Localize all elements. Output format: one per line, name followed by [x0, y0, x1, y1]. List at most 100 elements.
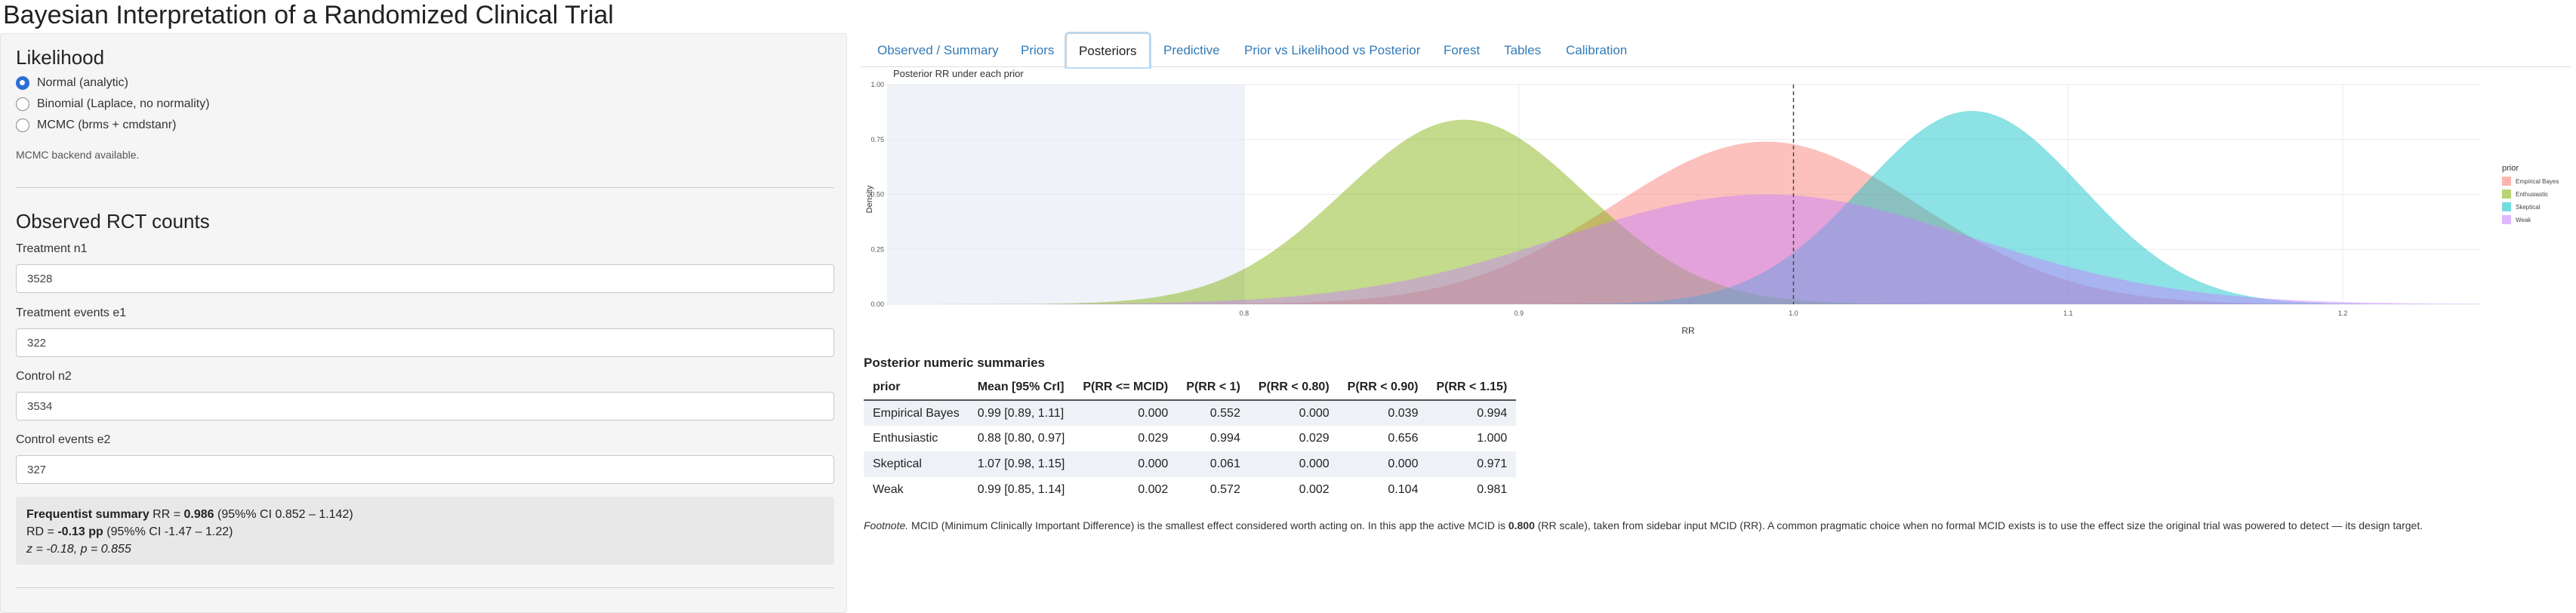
freq-rd-prefix: RD = — [26, 525, 58, 538]
freq-z-line: z = -0.18, p = 0.855 — [26, 543, 131, 556]
treatment-n1-label: Treatment n1 — [16, 242, 88, 255]
footnote-label: Footnote. — [864, 519, 909, 531]
footnote-text-a: MCID (Minimum Clinically Important Diffe… — [908, 519, 1508, 531]
tab-observed-summary[interactable]: Observed / Summary — [877, 43, 999, 57]
treatment-events-input[interactable]: 322 — [16, 328, 834, 357]
col-header: P(RR <= MCID) — [1074, 375, 1178, 401]
table-cell: 0.061 — [1177, 451, 1249, 477]
treatment-n1-input[interactable]: 3528 — [16, 264, 834, 293]
col-header: P(RR < 0.90) — [1338, 375, 1428, 401]
control-events-label: Control events e2 — [16, 433, 111, 446]
legend-title: prior — [2502, 164, 2519, 173]
likelihood-heading: Likelihood — [16, 46, 105, 69]
counts-heading: Observed RCT counts — [16, 210, 210, 233]
frequentist-summary-box: Frequentist summary RR = 0.986 (95%% CI … — [16, 497, 834, 565]
tab-predictive[interactable]: Predictive — [1163, 43, 1220, 57]
y-tick-label: 0.75 — [870, 136, 884, 143]
legend-label: Skeptical — [2516, 204, 2541, 211]
legend-swatch — [2502, 215, 2511, 224]
x-axis-title: RR — [1681, 325, 1695, 336]
table-cell: 0.000 — [1074, 400, 1178, 426]
table-cell: 1.000 — [1477, 432, 1508, 445]
density-area-weak — [887, 194, 2480, 304]
table-cell: 1.07 [0.98, 1.15] — [968, 451, 1074, 477]
table-cell: 0.029 — [1138, 432, 1169, 445]
freq-rd-value: -0.13 pp — [57, 525, 103, 538]
y-tick-label: 0.25 — [870, 245, 884, 253]
table-cell: 0.994 — [1209, 432, 1240, 445]
table-cell: 0.552 — [1177, 400, 1249, 426]
y-tick-label: 0.00 — [870, 300, 884, 308]
freq-rr-line: Frequentist summary RR = 0.986 (95%% CI … — [26, 506, 824, 523]
control-n2-input[interactable]: 3534 — [16, 392, 834, 420]
y-axis-title: Density — [865, 185, 874, 213]
freq-rr-value: 0.986 — [183, 508, 214, 521]
tab-tables[interactable]: Tables — [1504, 43, 1542, 57]
density-area-skeptical — [887, 110, 2480, 304]
footnote-mcid-value: 0.800 — [1508, 519, 1535, 531]
radio-label: Binomial (Laplace, no normality) — [37, 97, 210, 110]
x-tick-label: 1.1 — [2063, 310, 2073, 317]
freq-rd-ci: (95%% CI -1.47 – 1.22) — [106, 525, 233, 538]
radio-normal-analytic[interactable]: Normal (analytic) — [16, 73, 128, 93]
radio-button[interactable] — [16, 97, 29, 111]
density-area-empirical-bayes — [887, 141, 2480, 304]
tab-priors[interactable]: Priors — [1021, 43, 1055, 57]
mcid-shaded-region — [887, 85, 1244, 304]
table-cell: 0.000 — [1249, 400, 1339, 426]
posterior-density-svg: 0.8 0.9 1.0 1.1 1.2 0.00 0.25 0.50 0.75 1.00 Post… — [865, 68, 2559, 336]
freq-rd-line: RD = -0.13 pp (95%% CI -1.47 – 1.22) — [26, 523, 824, 541]
divider — [16, 187, 834, 188]
radio-button-selected[interactable] — [16, 76, 29, 90]
freq-rr-prefix: RR = — [153, 508, 184, 521]
legend-swatch — [2502, 189, 2511, 199]
density-area-enthusiastic — [887, 119, 2480, 304]
table-row: Enthusiastic 0.88 [0.80, 0.97] 0.029 0.9… — [864, 426, 1516, 451]
table-cell: Enthusiastic — [873, 432, 938, 445]
control-n2-label: Control n2 — [16, 370, 72, 383]
col-header: P(RR < 1.15) — [1427, 375, 1517, 401]
radio-button[interactable] — [16, 119, 29, 132]
table-cell: 0.971 — [1427, 451, 1517, 477]
radio-label: MCMC (brms + cmdstanr) — [37, 119, 177, 131]
col-header: P(RR < 1) — [1177, 375, 1249, 401]
legend-label: Enthusiastic — [2516, 191, 2548, 198]
page-title: Bayesian Interpretation of a Randomized … — [3, 1, 614, 29]
table-row: Skeptical 1.07 [0.98, 1.15] 0.000 0.061 … — [864, 451, 1517, 477]
table-row: Empirical Bayes 0.99 [0.89, 1.11] 0.000 … — [864, 400, 1517, 426]
tab-forest[interactable]: Forest — [1444, 43, 1481, 57]
posterior-summary-table: prior Mean [95% CrI] P(RR <= MCID) P(RR … — [864, 375, 1517, 503]
x-tick-label: 1.2 — [2338, 310, 2348, 317]
posterior-density-plot: 0.8 0.9 1.0 1.1 1.2 0.00 0.25 0.50 0.75 1.00 Post… — [861, 68, 2574, 340]
table-cell: 0.000 — [1249, 451, 1339, 477]
legend-swatch — [2502, 177, 2511, 186]
table-cell: 0.029 — [1299, 432, 1330, 445]
x-tick-label: 1.0 — [1789, 310, 1798, 317]
chart-legend: prior Empirical Bayes Enthusiastic Skeptica… — [2502, 164, 2559, 224]
radio-mcmc[interactable]: MCMC (brms + cmdstanr) — [16, 116, 176, 135]
chart-title: Posterior RR under each prior — [893, 68, 1024, 79]
table-cell: 0.994 — [1427, 400, 1517, 426]
treatment-events-label: Treatment events e1 — [16, 306, 127, 319]
legend-swatch — [2502, 202, 2511, 211]
table-cell: Skeptical — [864, 451, 969, 477]
radio-binomial-laplace[interactable]: Binomial (Laplace, no normality) — [16, 94, 210, 114]
x-tick-label: 0.8 — [1240, 310, 1249, 317]
footnote-text-b: (RR scale), taken from sidebar input MCI… — [1534, 519, 2423, 531]
table-cell: 0.000 — [1338, 451, 1428, 477]
radio-label: Normal (analytic) — [37, 76, 128, 89]
control-events-input[interactable]: 327 — [16, 455, 834, 484]
table-cell: 0.981 — [1477, 483, 1508, 496]
tab-calibration[interactable]: Calibration — [1566, 43, 1628, 57]
table-cell: 0.572 — [1209, 483, 1240, 496]
table-cell: Empirical Bayes — [864, 400, 969, 426]
freq-bold-label: Frequentist summary — [26, 508, 149, 521]
table-cell: 0.99 [0.85, 1.14] — [977, 483, 1065, 496]
tab-prior-vs-likelihood-vs-posterior[interactable]: Prior vs Likelihood vs Posterior — [1244, 43, 1421, 57]
tab-posteriors[interactable]: Posteriors — [1066, 33, 1150, 67]
legend-label: Weak — [2516, 217, 2531, 223]
freq-rr-ci: (95%% CI 0.852 – 1.142) — [217, 508, 353, 521]
col-header: prior — [864, 375, 969, 401]
table-cell: 0.656 — [1388, 432, 1419, 445]
table-header-row: prior Mean [95% CrI] P(RR <= MCID) P(RR … — [864, 375, 1517, 401]
